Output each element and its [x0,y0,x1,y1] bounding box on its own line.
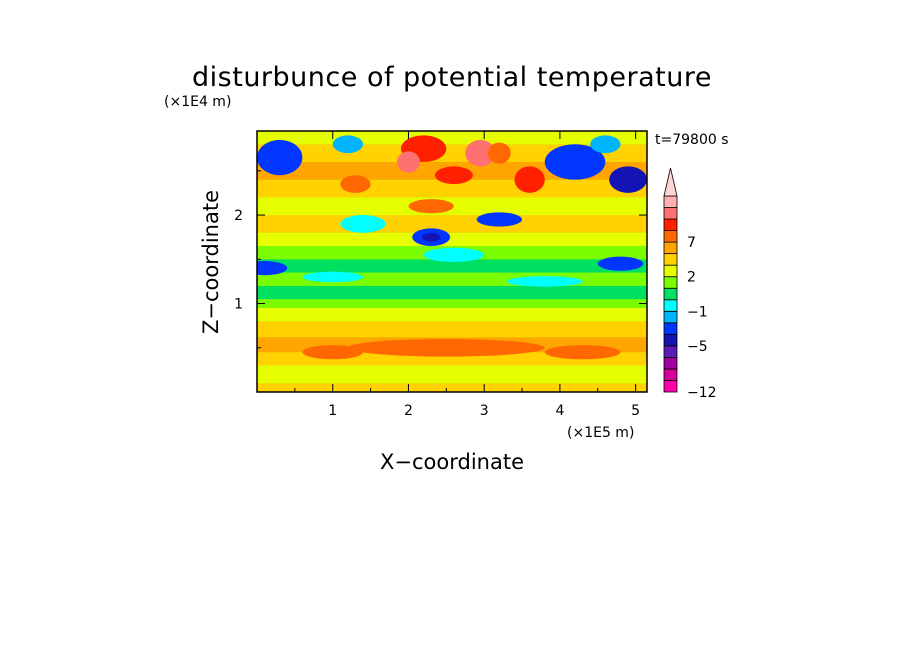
contour-feature [544,144,606,180]
y-unit-label: (×1E4 m) [164,94,231,110]
colorbar-tick-label: 7 [687,235,696,251]
x-tick-label: 3 [480,403,489,419]
y-axis: 12 [234,170,647,349]
colorbar-segment [663,333,678,347]
contour-feature [257,139,303,176]
colorbar-segment [663,299,678,312]
x-axis: 1 2 3 4 5 [294,131,640,419]
contour-feature [422,232,441,242]
contour-band [257,285,647,300]
contour-feature [597,256,644,271]
contour-feature [257,261,288,276]
colorbar-segment [663,264,678,278]
contour-band [257,321,647,338]
contour-feature [590,135,621,154]
colorbar-segment [663,276,678,289]
x-axis-label: X−coordinate [380,450,524,474]
colorbar-segment [663,230,678,243]
colorbar-segment [663,368,678,381]
contour-band [257,307,647,322]
colorbar-tick-label: −5 [687,339,708,355]
colorbar-segment [663,195,678,208]
contour-feature [476,212,523,227]
colorbar-tick-label: 2 [687,270,696,286]
contour-feature [487,142,511,164]
colorbar-segment [663,287,678,301]
colorbar-segment [663,380,678,393]
contour-bands [257,131,647,392]
x-tick-label: 2 [404,403,413,419]
contour-band [257,299,647,308]
contour-feature [347,338,545,357]
contour-feature [465,139,496,167]
contour-band [257,232,647,247]
x-tick-label: 1 [328,403,337,419]
colorbar-segment [663,218,678,231]
chart-title: disturbunce of potential temperature [192,62,712,93]
y-tick-label: 1 [234,297,243,313]
contour-feature [340,175,371,193]
contour-feature [340,215,386,233]
colorbar: 7 2 −1 −5 −12 [663,167,717,401]
contour-feature [408,199,454,214]
colorbar-segment [663,322,678,335]
colorbar-tick-label: −12 [687,385,717,401]
plot-area [257,131,647,392]
contour-feature [434,166,473,185]
contour-features [257,135,647,360]
contour-band [257,383,647,392]
colorbar-segment [663,207,678,220]
time-label: t=79800 s [655,132,729,148]
contour-band [257,215,647,233]
colorbar-segment [663,241,678,255]
contour-feature [397,151,420,173]
y-tick-label: 2 [234,208,243,224]
contour-band [257,365,647,384]
colorbar-tick-label: −1 [687,304,708,320]
colorbar-segment [663,310,678,324]
contour-feature [302,271,364,283]
plot-frame [256,130,648,393]
x-unit-label: (×1E5 m) [567,425,634,441]
contour-feature [514,166,545,193]
x-tick-label: 4 [555,403,564,419]
colorbar-segment [663,345,678,358]
contour-feature [609,166,647,193]
contour-feature [423,247,485,262]
contour-feature [506,276,583,287]
x-tick-label: 5 [631,403,640,419]
contour-feature [302,345,364,360]
contour-feature [332,135,364,154]
y-axis-label: Z−coordinate [199,190,223,334]
contour-band [257,131,647,145]
contour-feature [544,345,621,360]
colorbar-segment [663,253,678,266]
colorbar-extend-arrow [663,167,678,197]
contour-band [257,259,647,273]
colorbar-segment [663,357,678,370]
